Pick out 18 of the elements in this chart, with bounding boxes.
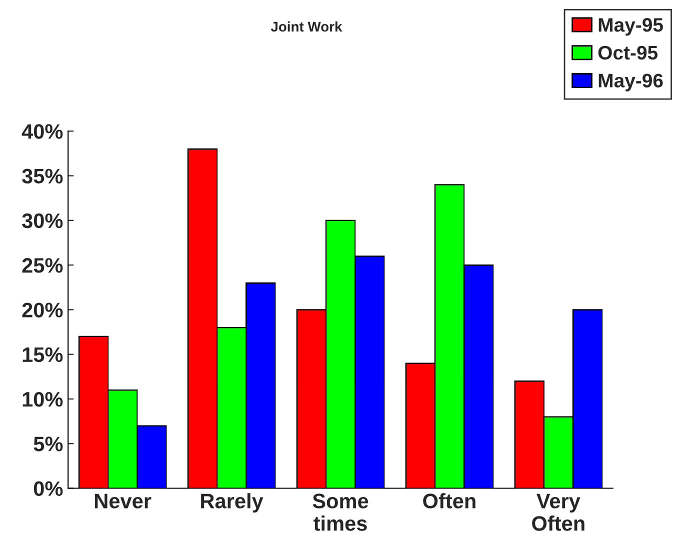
x-tick-label: Rarely [201, 493, 264, 513]
y-tick-label: 5% [34, 436, 63, 452]
legend-label: May-96 [598, 74, 663, 92]
y-tick-label: 35% [22, 168, 63, 184]
x-tick-label: Often [423, 493, 476, 508]
x-tick-label: Very Often [532, 494, 584, 531]
y-tick-label: 15% [22, 347, 63, 362]
y-tick-label: 0% [34, 481, 63, 496]
y-tick-label: 20% [22, 302, 63, 318]
legend-label: May-95 [598, 18, 663, 36]
x-tick-label: Some times [312, 494, 368, 531]
x-tick-label: Never [95, 494, 152, 508]
chart-title: Joint Work [270, 21, 342, 32]
legend-label: Oct-95 [598, 46, 658, 60]
y-tick-label: 40% [22, 124, 63, 139]
y-tick-label: 25% [22, 258, 63, 273]
y-tick-label: 10% [22, 392, 63, 407]
y-tick-label: 30% [22, 213, 63, 228]
